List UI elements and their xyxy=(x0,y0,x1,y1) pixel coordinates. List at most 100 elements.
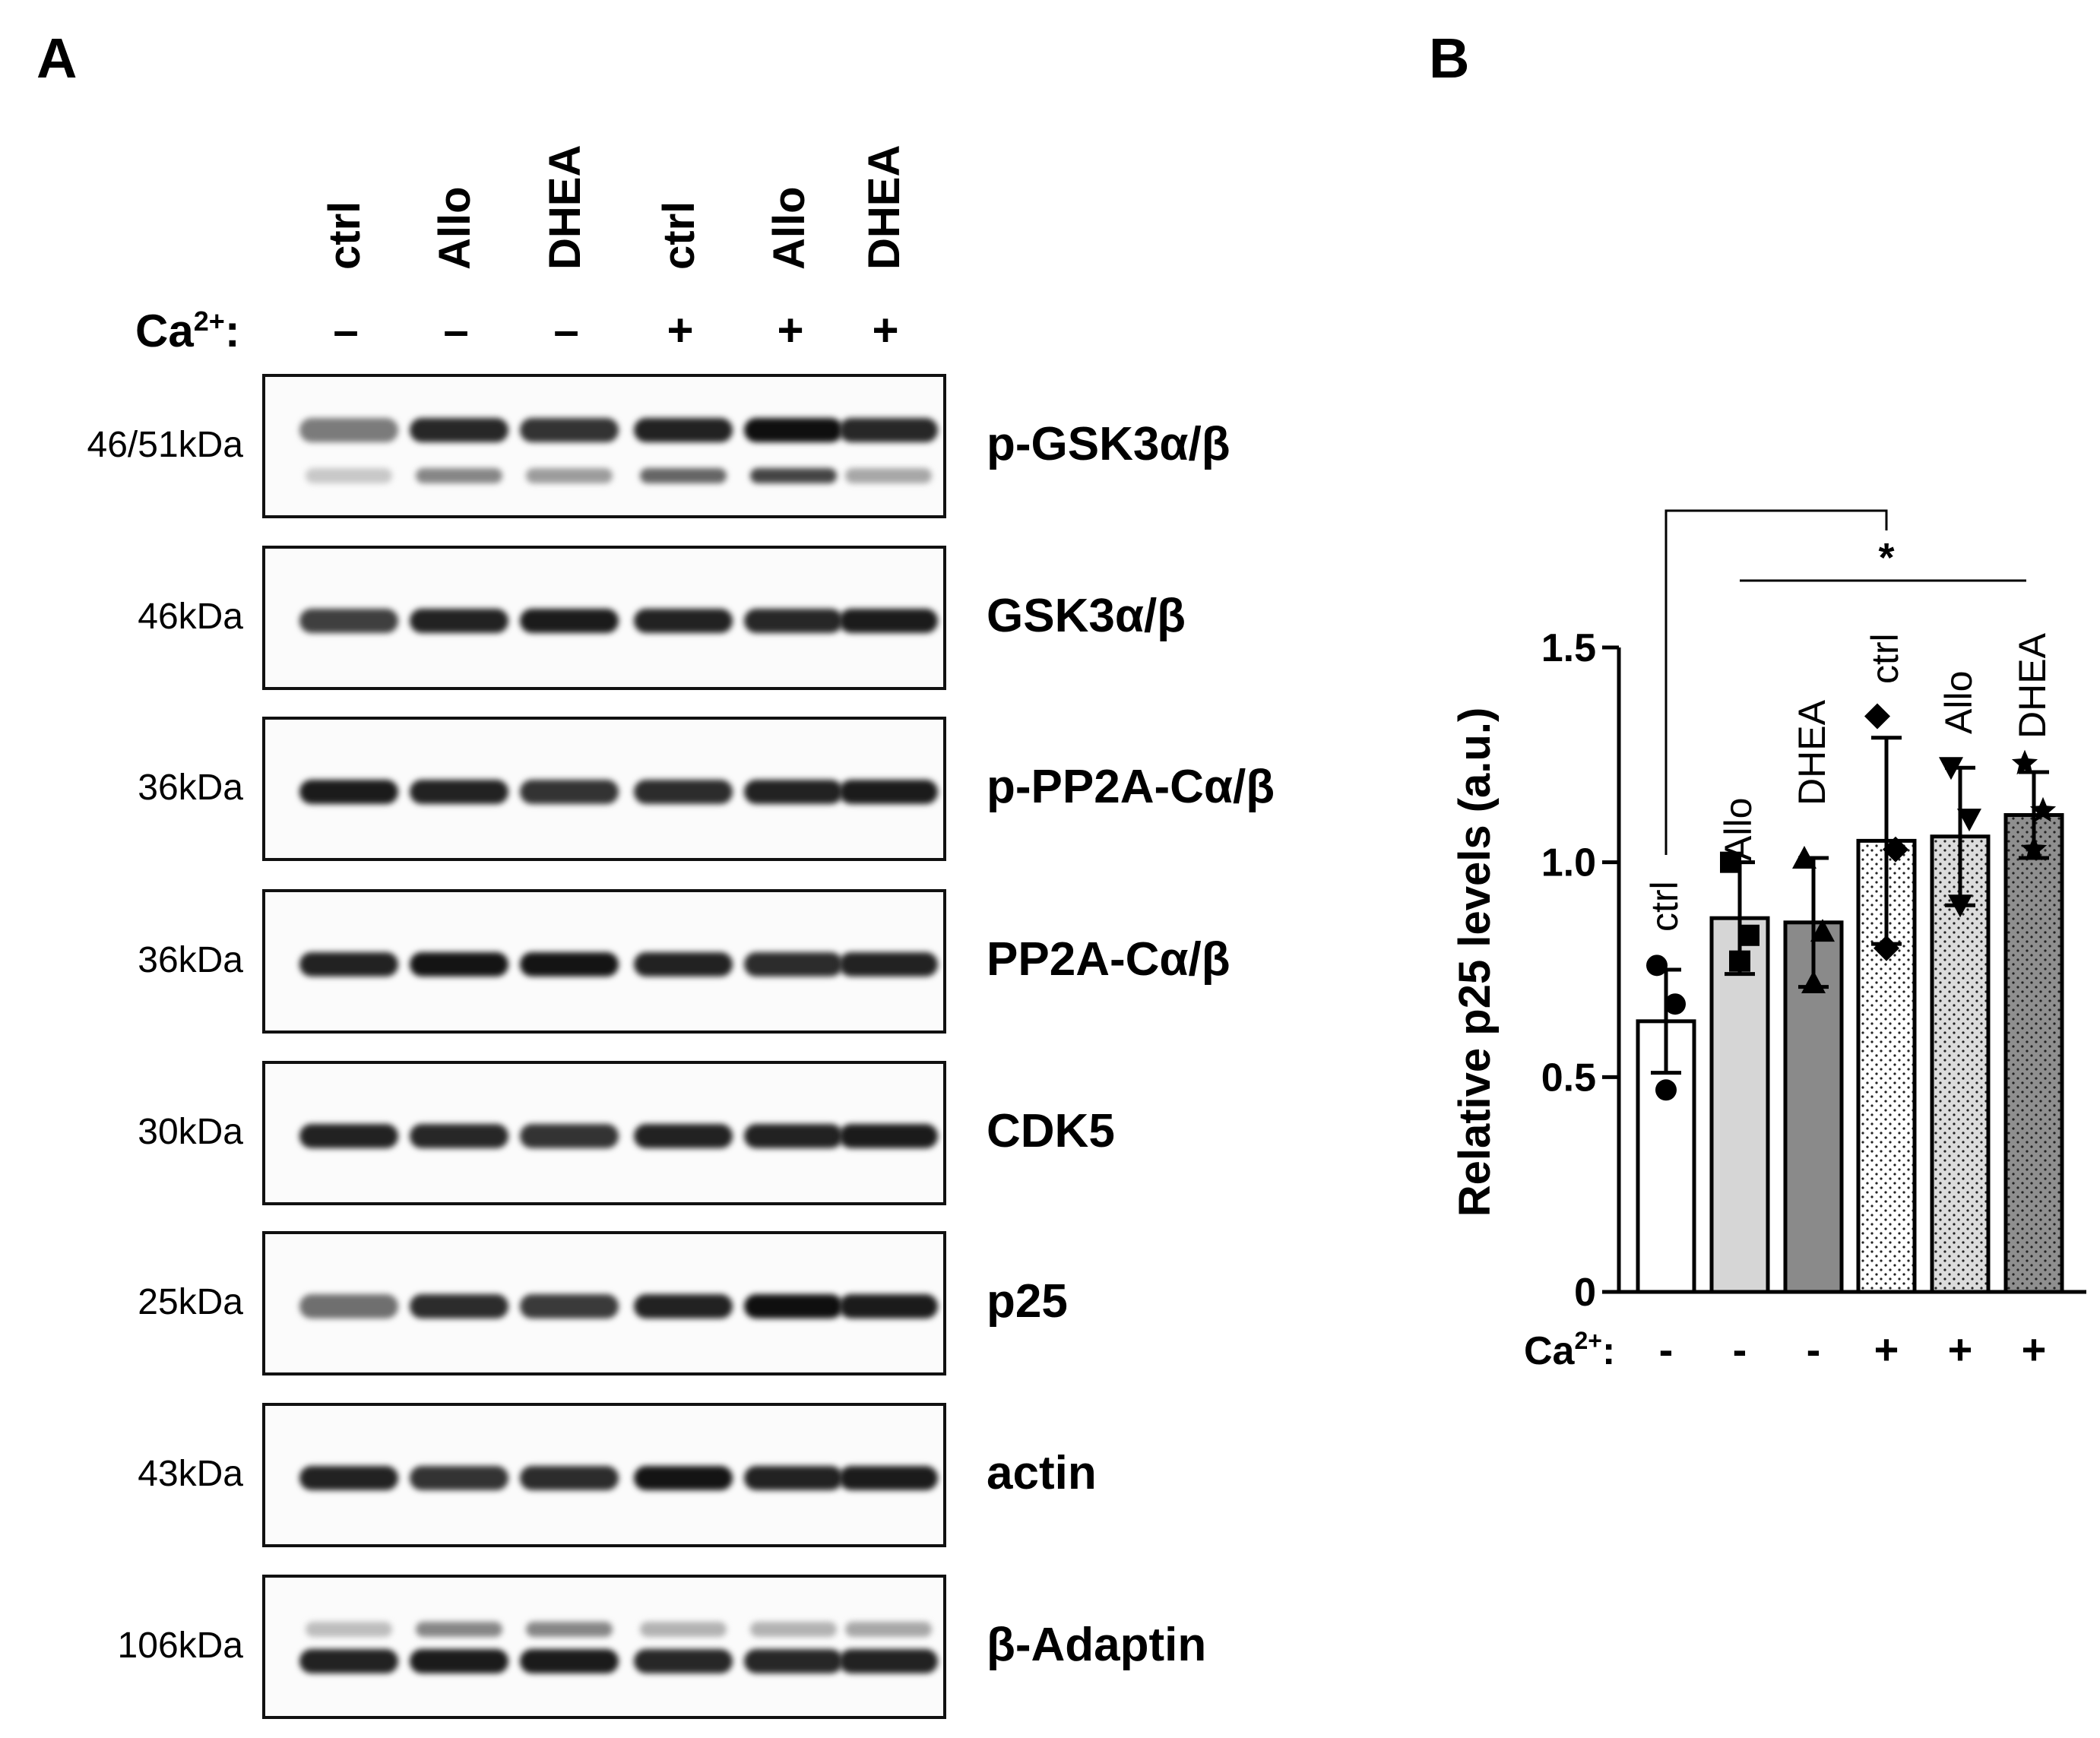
band xyxy=(410,1124,508,1148)
blot-strip xyxy=(262,717,946,861)
ca-sign: – xyxy=(333,305,359,356)
panel-b-label: B xyxy=(1429,27,1470,90)
data-point xyxy=(2029,796,2057,822)
band xyxy=(839,609,938,633)
category-label: DHEA xyxy=(2011,632,2054,739)
band-secondary xyxy=(526,468,613,483)
data-point xyxy=(2020,835,2048,861)
blot-strip xyxy=(262,1575,946,1719)
ca-label-text: Ca xyxy=(135,305,194,356)
band xyxy=(299,780,398,804)
ca-sign: - xyxy=(1807,1325,1821,1373)
data-point xyxy=(2011,749,2038,775)
data-point xyxy=(1720,851,1741,873)
band xyxy=(299,1649,398,1673)
ca-sign: + xyxy=(777,305,804,356)
data-point xyxy=(1948,894,1972,918)
blot-strip xyxy=(262,374,946,518)
band xyxy=(744,609,843,633)
molecular-weight-label: 46kDa xyxy=(138,597,243,637)
category-label: Allo xyxy=(1937,671,1980,734)
band-secondary xyxy=(416,1622,502,1637)
band xyxy=(744,1649,843,1673)
protein-label: p-PP2A-Cα/β xyxy=(987,761,1275,813)
band xyxy=(634,780,733,804)
band-secondary xyxy=(845,1622,932,1637)
band xyxy=(299,1124,398,1148)
band-secondary xyxy=(526,1622,613,1637)
category-label: Allo xyxy=(1717,798,1760,861)
band xyxy=(744,952,843,977)
significance-bracket xyxy=(1664,509,1888,855)
band xyxy=(634,1466,733,1490)
molecular-weight-label: 43kDa xyxy=(138,1454,243,1494)
ca-label-colon: : xyxy=(224,305,240,356)
band xyxy=(520,1124,619,1148)
ca-sign: + xyxy=(1948,1325,1973,1373)
y-axis-label: Relative p25 levels (a.u.) xyxy=(1450,708,1500,1217)
blot-strip xyxy=(262,889,946,1034)
band xyxy=(634,1649,733,1673)
band xyxy=(520,780,619,804)
band xyxy=(520,952,619,977)
band-secondary xyxy=(750,468,837,483)
ca-label-colon: : xyxy=(1602,1329,1615,1373)
protein-label: GSK3α/β xyxy=(987,590,1186,642)
molecular-weight-label: 30kDa xyxy=(138,1112,243,1152)
band xyxy=(299,1294,398,1319)
band xyxy=(299,418,398,442)
molecular-weight-label: 46/51kDa xyxy=(87,425,243,465)
category-label: ctrl xyxy=(1643,881,1686,932)
ca-sign: – xyxy=(553,305,579,356)
band xyxy=(744,1294,843,1319)
band xyxy=(744,1124,843,1148)
band xyxy=(410,1294,508,1319)
panel-a-label: A xyxy=(36,27,78,90)
y-tick-label: 0.5 xyxy=(1541,1056,1596,1100)
ca-label-superscript: 2+ xyxy=(193,305,225,337)
protein-label: p25 xyxy=(987,1275,1068,1328)
y-tick-label: 0 xyxy=(1574,1271,1596,1315)
y-tick-label: 1.0 xyxy=(1541,841,1596,885)
molecular-weight-label: 106kDa xyxy=(117,1626,243,1666)
band xyxy=(839,1124,938,1148)
band xyxy=(839,780,938,804)
band xyxy=(410,609,508,633)
ca-label: Ca2+: xyxy=(135,308,240,354)
ca-sign: - xyxy=(1659,1325,1674,1373)
ca-label-superscript: 2+ xyxy=(1574,1327,1601,1354)
data-point xyxy=(1883,836,1908,863)
band xyxy=(839,952,938,977)
band xyxy=(634,1294,733,1319)
blot-strip xyxy=(262,1231,946,1376)
ca-label: Ca2+: xyxy=(1524,1327,1615,1373)
band xyxy=(634,418,733,442)
band xyxy=(839,1466,938,1490)
band-secondary xyxy=(640,1622,727,1637)
data-point xyxy=(1801,970,1826,993)
band xyxy=(410,952,508,977)
band xyxy=(410,1649,508,1673)
band xyxy=(299,609,398,633)
band xyxy=(839,418,938,442)
protein-label: CDK5 xyxy=(987,1105,1115,1157)
band xyxy=(410,1466,508,1490)
bar xyxy=(1636,1019,1696,1294)
blot-strip xyxy=(262,546,946,690)
band xyxy=(520,418,619,442)
molecular-weight-label: 36kDa xyxy=(138,940,243,980)
bar xyxy=(2003,812,2064,1294)
ca-sign: - xyxy=(1733,1325,1747,1373)
data-point xyxy=(1810,919,1835,942)
band xyxy=(410,780,508,804)
band-secondary xyxy=(640,468,727,483)
band xyxy=(520,1294,619,1319)
ca-label-text: Ca xyxy=(1524,1329,1576,1373)
ca-sign: + xyxy=(1874,1325,1899,1373)
category-label: DHEA xyxy=(1791,699,1833,806)
data-point xyxy=(1939,757,1963,780)
band xyxy=(520,1466,619,1490)
band-secondary xyxy=(306,468,392,483)
y-tick-label: 1.5 xyxy=(1541,626,1596,670)
